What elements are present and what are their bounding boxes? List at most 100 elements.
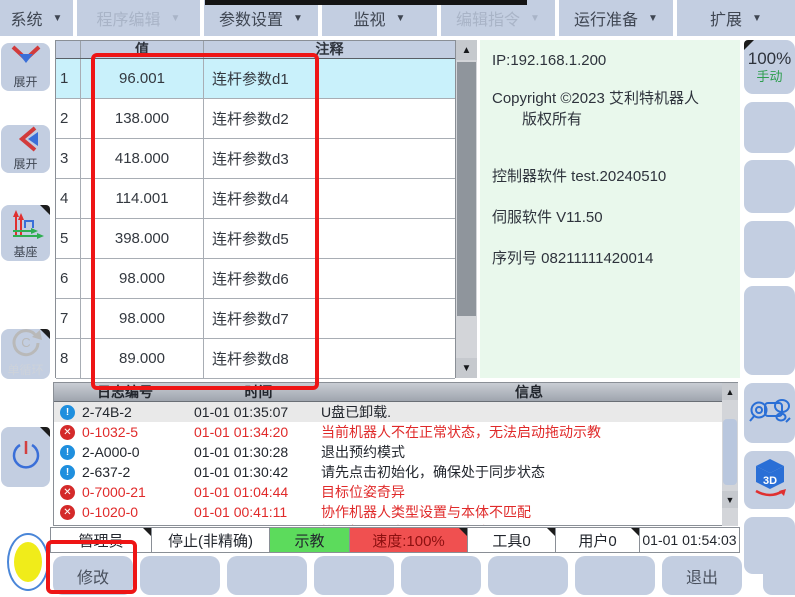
speed-mode-button[interactable]: 100% 手动 [744,40,795,94]
table-row[interactable]: 7 98.000 连杆参数d7 [56,299,455,339]
expand-left-label: 展开 [13,157,38,171]
single-cycle-icon: C [9,326,43,363]
scroll-down-icon[interactable]: ▼ [456,358,477,378]
speed-selector[interactable]: 速度:100% [350,527,468,553]
svg-text:3D: 3D [762,475,776,487]
tool-selector[interactable]: 工具0 [468,527,556,553]
scroll-down-icon[interactable]: ▼ [722,491,738,508]
right-column-button-empty-1[interactable] [744,102,795,153]
right-column-button-empty-3[interactable] [744,221,795,278]
menu-item-monitor[interactable]: 监视 ▼ [322,0,437,36]
teach-mode-label: 示教 [294,532,325,550]
menu-item-label: 参数设置 [219,12,284,29]
log-id-cell: 2-A000-0 [82,444,140,460]
log-row[interactable]: ✕ 0-1020-0 01-01 00:41:11 协作机器人类型设置与本体不匹… [54,502,737,522]
datetime-label: 01-01 01:54:03 [642,532,737,548]
table-row[interactable]: 2 138.000 连杆参数d2 [56,99,455,139]
scroll-up-icon[interactable]: ▲ [722,383,738,400]
log-id-cell: 0-7000-21 [82,484,146,500]
log-row[interactable]: ✕ 0-1020-0 01-01 00:41:11 协作机器人类型设置与本体不匹… [54,522,737,525]
modify-button[interactable]: 修改 [53,556,133,595]
expand-left-button[interactable]: 展开 [1,125,50,173]
row-index-cell: 2 [56,99,81,138]
menu-item-system[interactable]: 系统 ▼ [0,0,73,36]
log-row[interactable]: ✕ 0-1032-5 01-01 01:34:20 当前机器人不在正常状态，无法… [54,422,737,442]
log-time-cell: 01-01 01:04:44 [194,484,289,500]
info-icon: ! [60,464,75,480]
status-lamp-yellow-core [14,542,42,582]
row-index-cell: 8 [56,339,81,378]
expand-down-label: 展开 [13,75,38,89]
comment-cell: 连杆参数d3 [212,151,289,168]
log-time-cell: 01-01 00:41:11 [194,524,321,525]
table-row[interactable]: 6 98.000 连杆参数d6 [56,259,455,299]
table-row[interactable]: 1 96.001 连杆参数d1 [56,59,455,99]
chevron-down-icon: ▼ [293,12,303,24]
log-time-cell: 01-01 01:30:28 [194,444,289,460]
base-frame-button[interactable]: 基座 [1,205,50,261]
table-row[interactable]: 8 89.000 连杆参数d8 [56,339,455,379]
bottom-button-empty-5[interactable] [488,556,568,595]
bottom-button-bar: 修改 退出 [53,556,742,595]
3d-view-button[interactable]: 3D [744,451,795,509]
bottom-button-empty-3[interactable] [314,556,394,595]
value-cell: 89.000 [81,339,204,378]
exit-button[interactable]: 退出 [662,556,742,595]
log-id-cell: 2-637-2 [82,464,131,480]
table-row[interactable]: 3 418.000 连杆参数d3 [56,139,455,179]
scrollbar-thumb[interactable] [723,419,737,485]
tool-label: 工具0 [492,532,531,550]
log-row[interactable]: ! 2-74B-2 01-01 01:35:07 U盘已卸载. [54,402,737,422]
power-button[interactable] [1,427,50,487]
comment-cell: 连杆参数d1 [212,71,289,88]
log-time-cell: 01-01 01:34:20 [194,424,289,440]
log-row[interactable]: ! 2-637-2 01-01 01:30:42 请先点击初始化，确保处于同步状… [54,462,737,482]
error-icon: ✕ [60,484,75,500]
log-row[interactable]: ! 2-A000-0 01-01 01:30:28 退出预约模式 [54,442,737,462]
manual-mode-label: 手动 [756,69,783,84]
motion-state-label: 停止(非精确) [168,532,253,550]
bottom-button-empty-1[interactable] [140,556,220,595]
system-info-panel: IP:192.168.1.200 Copyright ©2023 艾利特机器人 … [480,40,740,378]
bottom-button-empty-2[interactable] [227,556,307,595]
menu-item-run-prepare[interactable]: 运行准备 ▼ [559,0,673,36]
right-column-button-empty-4[interactable] [744,286,795,375]
corner-marker-icon [40,205,50,215]
user-level-selector[interactable]: 管理员 [50,527,152,553]
value-cell: 96.001 [81,59,204,98]
log-id-cell: 0-1020-0 [82,504,139,520]
log-scrollbar[interactable]: ▲ ▼ [722,383,738,526]
right-column-button-empty-2[interactable] [744,160,795,213]
menu-bar: 系统 ▼ 程序编辑 ▼ 参数设置 ▼ 监视 ▼ 编辑指令 ▼ 运行准备 ▼ 扩展… [0,0,795,36]
log-row[interactable]: ✕ 0-7000-21 01-01 01:04:44 目标位姿奇异 [54,482,737,502]
log-table-body: ! 2-74B-2 01-01 01:35:07 U盘已卸载. ✕ 0-1032… [54,402,737,525]
single-cycle-button[interactable]: C 单循环 [1,329,50,379]
user-frame-selector[interactable]: 用户0 [556,527,640,553]
scroll-up-icon[interactable]: ▲ [456,40,477,60]
corner-partial-button[interactable] [763,556,795,595]
top-black-bar [205,0,527,5]
menu-item-param-settings[interactable]: 参数设置 ▼ [204,0,318,36]
corner-marker-icon [40,427,50,437]
bottom-button-empty-6[interactable] [575,556,655,595]
single-cycle-label: 单循环 [7,363,44,377]
menu-item-extend[interactable]: 扩展 ▼ [677,0,795,36]
drag-teach-button[interactable] [744,383,795,443]
table-row[interactable]: 4 114.001 连杆参数d4 [56,179,455,219]
row-index-cell: 7 [56,299,81,338]
status-lamp-indicator [7,533,49,591]
info-icon: ! [60,404,75,420]
corner-marker-icon [547,528,555,536]
scrollbar-thumb[interactable] [457,62,476,316]
row-index-cell: 1 [56,59,81,98]
svg-text:C: C [21,335,30,350]
expand-down-button[interactable]: 展开 [1,43,50,91]
corner-marker-icon [631,528,639,536]
value-cell: 138.000 [81,99,204,138]
menu-item-label: 监视 [353,12,386,29]
comment-cell: 连杆参数d7 [212,311,289,328]
bottom-button-empty-4[interactable] [401,556,481,595]
table-row[interactable]: 5 398.000 连杆参数d5 [56,219,455,259]
menu-item-label: 扩展 [710,12,743,29]
param-table-scrollbar[interactable]: ▲ ▼ [456,40,477,378]
